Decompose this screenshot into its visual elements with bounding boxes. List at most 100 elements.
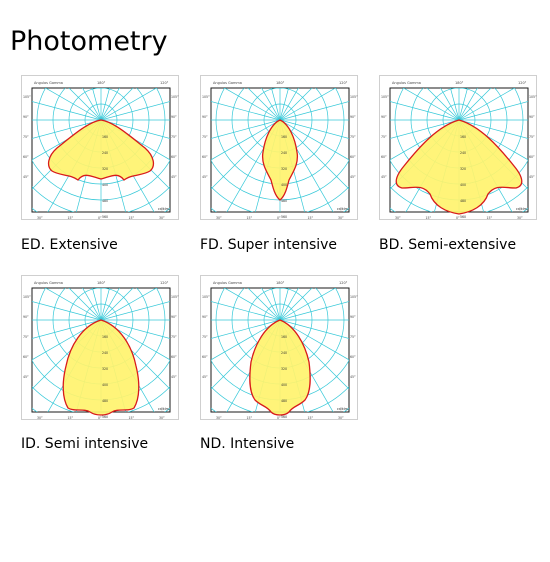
angle-label: 45° xyxy=(350,375,356,379)
angle-label: 0° xyxy=(277,216,281,220)
ring-value-label: 240 xyxy=(281,151,287,155)
grid-spoke xyxy=(458,88,492,121)
ring-value-label: 560 xyxy=(281,415,287,419)
angle-label: 120° xyxy=(339,281,348,285)
grid-spoke xyxy=(279,88,299,121)
angle-label: 75° xyxy=(23,135,29,139)
angle-label: 45° xyxy=(202,375,208,379)
unit-label: cd/klm xyxy=(158,207,169,211)
angle-label: 60° xyxy=(381,155,387,159)
grid-spoke xyxy=(100,301,170,321)
photometric-diagram-fd: 160 240 320 400 480 560 Angulos Gamma 180° 120° 1… xyxy=(200,75,358,220)
grid-spoke xyxy=(279,301,349,321)
grid-spoke xyxy=(100,88,120,121)
angle-label: 15° xyxy=(426,216,432,220)
angle-label: 30° xyxy=(216,416,222,420)
grid-spoke xyxy=(32,319,102,361)
unit-label: cd/klm xyxy=(158,407,169,411)
ring-value-label: 480 xyxy=(281,199,287,203)
grid-spoke xyxy=(247,88,281,121)
angle-label: 15° xyxy=(247,416,253,420)
angle-label: 30° xyxy=(159,416,165,420)
grid-spoke xyxy=(100,288,120,321)
grid-spoke xyxy=(100,101,170,121)
grid-spoke xyxy=(279,88,337,121)
grid-spoke xyxy=(247,288,281,321)
unit-label: cd/klm xyxy=(516,207,527,211)
angle-label: 30° xyxy=(395,216,401,220)
ring-value-label: 320 xyxy=(460,167,466,171)
angle-label: 105° xyxy=(202,95,210,99)
angle-label: 15° xyxy=(487,216,493,220)
grid-spoke xyxy=(261,88,281,121)
grid-spoke xyxy=(211,119,281,190)
angle-label: 90° xyxy=(350,315,356,319)
caption-ed: ED. Extensive xyxy=(21,237,118,253)
ring-value-label: 320 xyxy=(102,367,108,371)
angle-label: 180° xyxy=(276,281,285,285)
angle-label: 105° xyxy=(23,295,31,299)
intensity-curve xyxy=(249,319,311,416)
ring-value-label: 400 xyxy=(102,183,108,187)
grid-spoke xyxy=(279,88,313,121)
ring-value-label: 480 xyxy=(281,399,287,403)
angle-label: 60° xyxy=(171,155,177,159)
header-label: Angulos Gamma xyxy=(213,81,242,85)
intensity-curve xyxy=(47,119,155,181)
caption-id: ID. Semi intensive xyxy=(21,436,149,452)
grid-spoke xyxy=(458,88,516,121)
grid-spoke xyxy=(458,101,528,121)
grid-spoke xyxy=(68,288,102,321)
ring-value-label: 400 xyxy=(281,383,287,387)
grid-spoke xyxy=(100,88,158,121)
ring-value-label: 240 xyxy=(102,351,108,355)
angle-label: 120° xyxy=(518,81,527,85)
angle-label: 30° xyxy=(216,216,222,220)
header-label: Angulos Gamma xyxy=(213,281,242,285)
angle-label: 60° xyxy=(202,355,208,359)
ring-value-label: 560 xyxy=(102,215,108,219)
grid-spoke xyxy=(279,288,337,321)
angle-label: 75° xyxy=(23,335,29,339)
angle-label: 60° xyxy=(350,355,356,359)
grid-spoke xyxy=(32,119,102,139)
angle-label: 45° xyxy=(171,175,177,179)
ring-value-label: 240 xyxy=(102,151,108,155)
angle-label: 120° xyxy=(160,281,169,285)
angle-label: 15° xyxy=(247,216,253,220)
angle-label: 75° xyxy=(202,335,208,339)
ring-value-label: 480 xyxy=(460,199,466,203)
angle-label: 15° xyxy=(129,416,135,420)
angle-label: 75° xyxy=(171,335,177,339)
angle-label: 0° xyxy=(277,416,281,420)
angle-label: 60° xyxy=(171,355,177,359)
grid-spoke xyxy=(279,319,349,390)
grid-spoke xyxy=(279,319,349,361)
angle-label: 0° xyxy=(98,216,102,220)
grid-spoke xyxy=(44,88,102,121)
angle-label: 30° xyxy=(37,216,43,220)
angle-label: 75° xyxy=(529,135,535,139)
header-label: Angulos Gamma xyxy=(34,281,63,285)
ring-value-label: 400 xyxy=(281,183,287,187)
angle-label: 60° xyxy=(350,155,356,159)
ring-value-label: 160 xyxy=(460,135,466,139)
angle-label: 45° xyxy=(202,175,208,179)
grid-spoke xyxy=(279,101,349,121)
angle-label: 180° xyxy=(97,81,106,85)
caption-nd: ND. Intensive xyxy=(200,436,295,452)
grid-spoke xyxy=(458,119,528,139)
grid-spoke xyxy=(390,119,460,139)
angle-label: 90° xyxy=(23,315,29,319)
grid-spoke xyxy=(82,288,102,321)
angle-label: 45° xyxy=(529,175,535,179)
grid-spoke xyxy=(100,319,170,339)
grid-spoke xyxy=(279,288,313,321)
grid-spoke xyxy=(426,88,460,121)
angle-label: 105° xyxy=(350,95,358,99)
angle-label: 90° xyxy=(350,115,356,119)
angle-label: 30° xyxy=(37,416,43,420)
ring-value-label: 240 xyxy=(281,351,287,355)
ring-value-label: 160 xyxy=(281,335,287,339)
grid-spoke xyxy=(279,319,349,339)
